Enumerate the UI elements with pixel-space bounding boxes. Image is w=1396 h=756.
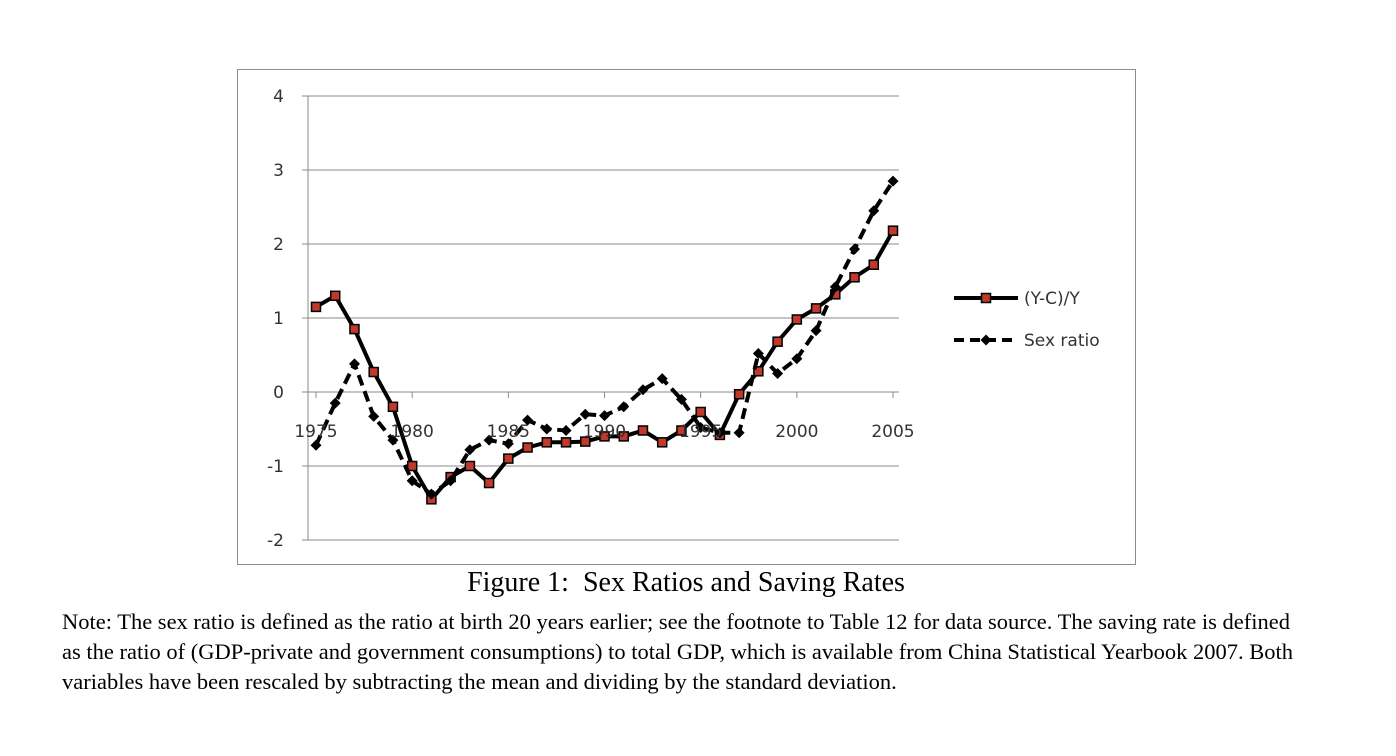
data-point	[368, 410, 380, 422]
series-line	[314, 180, 895, 497]
data-point	[349, 323, 360, 335]
data-point	[791, 353, 803, 365]
legend: (Y-C)/Y Sex ratio	[954, 289, 1100, 351]
data-point	[868, 205, 880, 217]
data-point	[829, 281, 841, 293]
figure-caption: Figure 1: Sex Ratios and Saving Rates	[467, 567, 905, 598]
y-tick-label: 1	[273, 309, 284, 329]
data-point	[887, 225, 899, 236]
data-point	[368, 366, 379, 378]
data-point	[348, 358, 360, 370]
data-point	[656, 437, 668, 448]
y-tick-label: 3	[273, 161, 284, 181]
data-point	[733, 388, 745, 400]
data-point	[695, 406, 706, 418]
data-point	[753, 366, 764, 377]
legend-marker	[980, 334, 992, 346]
data-point	[714, 427, 726, 439]
data-point	[752, 348, 764, 360]
legend-label: (Y-C)/Y	[1024, 289, 1080, 309]
data-point	[618, 401, 630, 413]
x-tick-label: 2000	[775, 422, 818, 442]
data-point	[503, 453, 514, 464]
data-point	[406, 460, 418, 472]
data-point	[502, 438, 514, 450]
legend-marker	[980, 292, 992, 304]
data-point	[772, 368, 784, 379]
data-point	[868, 259, 880, 270]
data-point	[329, 397, 341, 409]
data-point	[560, 424, 572, 436]
data-point	[483, 477, 495, 489]
figure-note: Note: The sex ratio is defined as the ra…	[62, 609, 1294, 694]
data-point	[599, 410, 610, 422]
data-point	[849, 243, 861, 255]
data-point	[541, 423, 553, 435]
legend-label: Sex ratio	[1024, 331, 1100, 351]
y-tick-label: 2	[273, 235, 284, 255]
data-point	[310, 439, 322, 451]
legend-item: (Y-C)/Y	[954, 289, 1080, 309]
x-tick-label: 1980	[391, 422, 434, 442]
series-saving-rate	[310, 225, 899, 505]
data-point	[464, 460, 476, 472]
data-point	[579, 408, 591, 420]
data-point	[887, 175, 899, 187]
data-point	[387, 401, 399, 413]
data-point	[810, 325, 822, 337]
data-point	[522, 442, 533, 453]
tick-labels: -2 -1 0 1 2 3 4 1975 1980 1985 1990 1995 2000 2005	[267, 87, 915, 551]
x-tick-label: 1995	[679, 422, 722, 442]
x-tick-label: 1985	[487, 422, 530, 442]
data-point	[599, 431, 610, 442]
y-tick-label: 0	[273, 383, 284, 403]
y-tick-label: -2	[267, 531, 284, 551]
data-point	[637, 384, 649, 396]
data-point	[387, 434, 399, 446]
data-point	[560, 437, 572, 448]
legend-item: Sex ratio	[954, 331, 1100, 351]
x-tick-label: 2005	[871, 422, 914, 442]
y-tick-label: 4	[273, 87, 284, 107]
data-point	[695, 422, 707, 434]
chart-frame: -2 -1 0 1 2 3 4 1975 1980 1985 1990 1995 2000 2005 (Y…	[237, 69, 1136, 565]
line-chart: -2 -1 0 1 2 3 4 1975 1980 1985 1990 1995 2000 2005 (Y…	[267, 87, 1100, 551]
data-point	[637, 425, 649, 436]
data-point	[733, 427, 745, 439]
data-point	[464, 444, 476, 456]
data-point	[791, 314, 803, 325]
data-point	[618, 431, 629, 442]
y-tick-label: -1	[267, 457, 284, 477]
data-point	[406, 475, 418, 487]
x-tick-label: 1990	[583, 422, 626, 442]
data-point	[580, 436, 591, 447]
grid-lines	[308, 95, 899, 541]
data-point	[445, 475, 457, 487]
data-point	[675, 393, 687, 405]
data-point	[772, 336, 783, 347]
series-sex-ratio	[310, 175, 899, 500]
series-group	[310, 175, 899, 505]
data-point	[541, 437, 553, 448]
data-point	[676, 425, 687, 436]
data-point	[522, 414, 534, 426]
axes	[302, 95, 894, 541]
x-tick-label: 1975	[294, 422, 337, 442]
data-point	[329, 290, 341, 302]
data-point	[425, 488, 437, 500]
data-point	[483, 434, 495, 446]
data-point	[310, 301, 322, 313]
data-point	[656, 373, 668, 385]
data-point	[810, 303, 822, 314]
data-point	[849, 272, 860, 283]
